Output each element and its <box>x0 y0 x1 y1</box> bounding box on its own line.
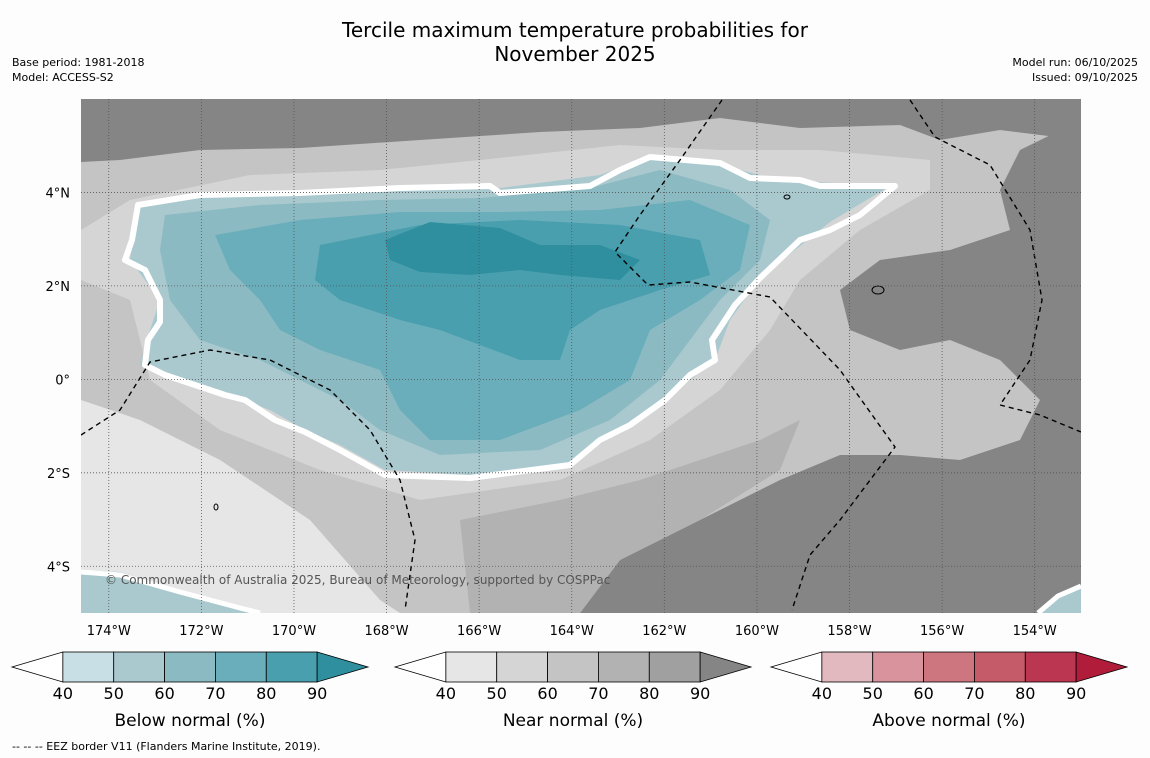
colorbar-extend-high <box>699 651 753 683</box>
colorbar-extend-high <box>316 651 370 683</box>
lat-tick-label: 4°N <box>46 186 71 201</box>
lat-tick-label: 2°N <box>46 280 71 295</box>
colorbar: 40 50 60 70 80 90 Near normal (%) <box>393 651 753 731</box>
colorbar-swatch <box>215 651 267 683</box>
title-line-1: Tercile maximum temperature probabilitie… <box>342 18 808 42</box>
eez-line <box>909 99 1081 433</box>
colorbar-tick-label: 90 <box>690 684 710 703</box>
eez-line <box>614 99 896 611</box>
lat-tick-label: 2°S <box>47 467 70 482</box>
colorbar-title: Above normal (%) <box>872 711 1025 731</box>
lon-tick-label: 158°W <box>827 624 871 639</box>
meta-right: Model run: 06/10/2025 Issued: 09/10/2025 <box>1012 55 1138 85</box>
colorbar-title: Near normal (%) <box>503 711 643 731</box>
colorbar-tick-label: 50 <box>487 684 507 703</box>
colorbar-swatch <box>598 651 650 683</box>
colorbar-tick-label: 80 <box>256 684 276 703</box>
colorbar-tick-label: 60 <box>154 684 174 703</box>
tercile-40-boundary <box>122 154 898 481</box>
lon-tick-label: 162°W <box>642 624 686 639</box>
lon-tick-label: 170°W <box>272 624 316 639</box>
band-below-sw <box>81 570 250 613</box>
model-name: Model: ACCESS-S2 <box>12 71 114 84</box>
copyright-text: © Commonwealth of Australia 2025, Bureau… <box>105 573 610 587</box>
colorbar-extend-low <box>10 651 64 683</box>
colorbar-extend-low <box>393 651 447 683</box>
colorbar-swatch <box>445 651 498 683</box>
island-outline <box>783 194 791 200</box>
band-near-90-east <box>580 120 1081 613</box>
colorbar-swatch <box>872 651 924 683</box>
title-line-2: November 2025 <box>494 42 656 66</box>
eez-line <box>81 349 416 611</box>
issued-date: Issued: 09/10/2025 <box>1031 71 1138 84</box>
lon-tick-label: 156°W <box>920 624 964 639</box>
colorbar-swatch <box>164 651 216 683</box>
island-outline <box>213 503 219 511</box>
colorbar-tick-label: 70 <box>964 684 984 703</box>
colorbar: 40 50 60 70 80 90 Below normal (%) <box>10 651 370 731</box>
lon-tick-label: 160°W <box>735 624 779 639</box>
colorbar-tick-label: 40 <box>436 684 456 703</box>
chart-title: Tercile maximum temperature probabilitie… <box>0 18 1150 66</box>
colorbar: 40 50 60 70 80 90 Above normal (%) <box>769 651 1129 731</box>
lon-tick-label: 164°W <box>550 624 594 639</box>
colorbar-tick-label: 80 <box>1015 684 1035 703</box>
band-below-90 <box>385 222 640 280</box>
band-near-90-north <box>81 99 1081 162</box>
colorbar-swatch <box>113 651 165 683</box>
eez-borders <box>81 99 1081 611</box>
band-near-50-sw <box>81 400 400 613</box>
colorbar-swatch <box>547 651 599 683</box>
colorbar-tick-label: 60 <box>913 684 933 703</box>
lat-tick-label: 4°S <box>47 560 70 575</box>
colorbar-swatch <box>974 651 1026 683</box>
band-near-70-south <box>460 420 800 613</box>
colorbars: 40 50 60 70 80 90 Below normal (%) 40 50 60 70 80 90… <box>10 651 1129 731</box>
lat-tick-label: 0° <box>55 373 70 388</box>
lon-tick-label: 172°W <box>179 624 223 639</box>
graticule: 174°W 172°W 170°W 168°W 166°W 164°W 162°W 160°W… <box>46 99 1081 639</box>
colorbar-tick-label: 50 <box>863 684 883 703</box>
colorbar-tick-label: 40 <box>812 684 832 703</box>
tercile-40-boundary-se <box>1036 583 1081 613</box>
colorbar-tick-label: 90 <box>1066 684 1086 703</box>
lon-tick-label: 174°W <box>87 624 131 639</box>
lon-tick-label: 168°W <box>364 624 408 639</box>
model-run: Model run: 06/10/2025 <box>1012 56 1138 69</box>
colorbar-tick-label: 90 <box>307 684 327 703</box>
colorbar-extend-high <box>1075 651 1129 683</box>
lon-tick-label: 166°W <box>457 624 501 639</box>
colorbar-tick-label: 70 <box>588 684 608 703</box>
colorbar-swatch <box>496 651 548 683</box>
colorbar-swatch <box>265 651 318 683</box>
island-outline <box>871 285 885 295</box>
colorbar-tick-label: 60 <box>537 684 557 703</box>
colorbar-swatch <box>923 651 975 683</box>
colorbar-swatch <box>821 651 874 683</box>
colorbar-title: Below normal (%) <box>115 711 266 731</box>
colorbar-swatch <box>648 651 701 683</box>
colorbar-tick-label: 40 <box>53 684 73 703</box>
colorbar-tick-label: 70 <box>205 684 225 703</box>
map-panel <box>81 99 1081 613</box>
eez-footnote: -- -- -- EEZ border V11 (Flanders Marine… <box>12 740 321 753</box>
colorbar-tick-label: 50 <box>104 684 124 703</box>
colorbar-extend-low <box>769 651 823 683</box>
meta-left: Base period: 1981-2018 Model: ACCESS-S2 <box>12 55 144 85</box>
base-period: Base period: 1981-2018 <box>12 56 145 69</box>
lon-tick-label: 154°W <box>1013 624 1057 639</box>
colorbar-tick-label: 80 <box>639 684 659 703</box>
tercile-40-boundary-sw <box>81 569 261 613</box>
colorbar-swatch <box>62 651 115 683</box>
colorbar-swatch <box>1024 651 1077 683</box>
